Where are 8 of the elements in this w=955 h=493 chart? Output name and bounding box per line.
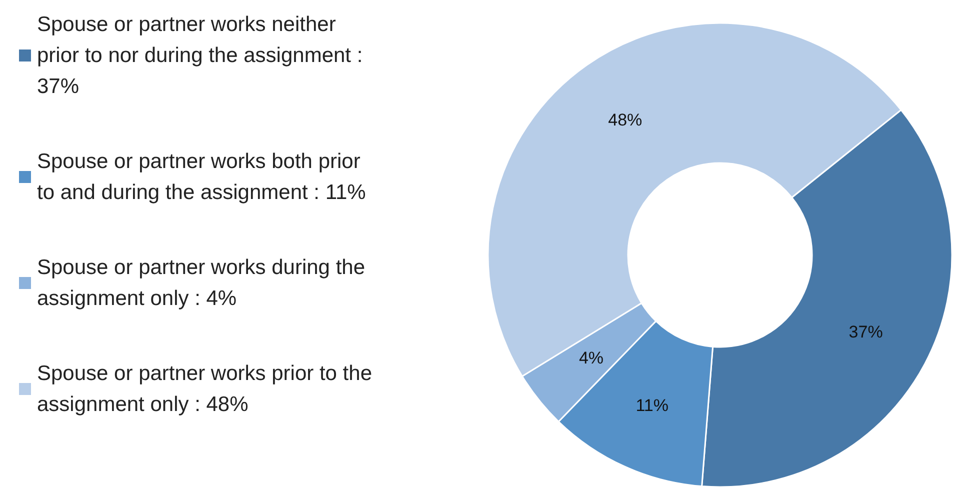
legend-label: Spouse or partner works both prior to and during the assignment : 11% — [37, 150, 366, 204]
data-label: 37% — [848, 322, 883, 342]
legend-label: Spouse or partner works neither prior to nor during the assignment : 37% — [37, 13, 369, 98]
data-label: 48% — [608, 110, 642, 130]
legend-label: Spouse or partner works during the assignment only : 4% — [37, 256, 371, 310]
data-label: 11% — [636, 396, 668, 415]
legend-label: Spouse or partner works prior to the assignment only : 48% — [37, 362, 378, 416]
data-label: 4% — [578, 348, 604, 368]
